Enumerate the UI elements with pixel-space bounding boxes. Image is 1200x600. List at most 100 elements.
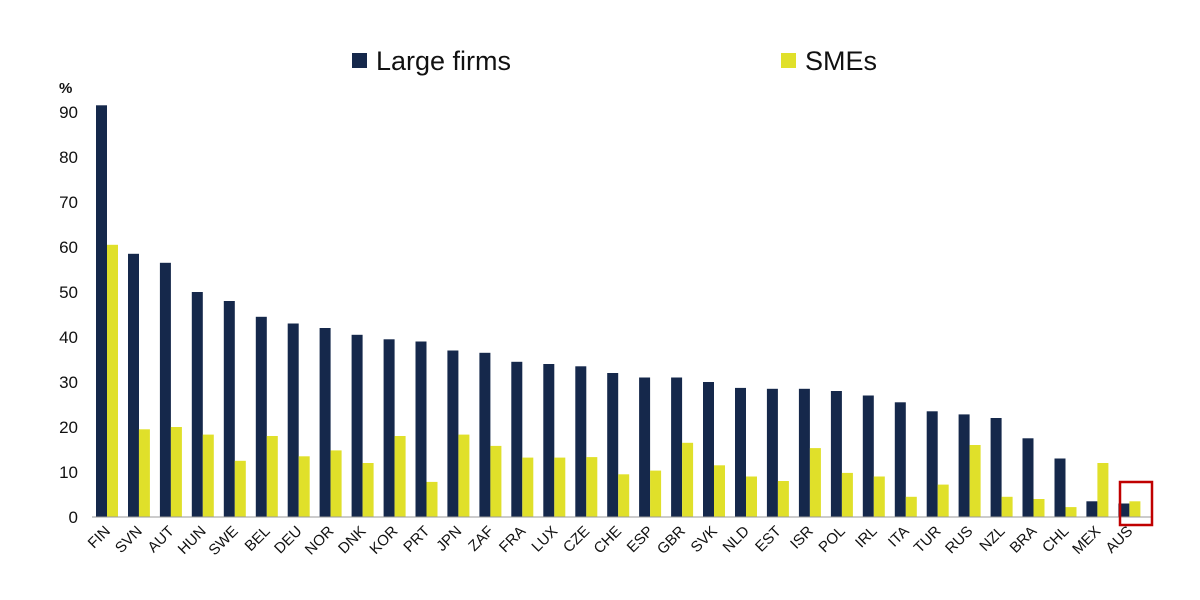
bar-smes-svk xyxy=(714,465,725,518)
x-tick-label: AUS xyxy=(1102,523,1136,557)
bar-smes-fin xyxy=(107,244,118,518)
bar-smes-deu xyxy=(298,456,310,518)
bar-large-firms-est xyxy=(766,388,778,518)
legend: Large firms SMEs xyxy=(352,46,877,76)
bar-large-firms-fin xyxy=(96,105,107,518)
bar-smes-aus xyxy=(1129,501,1141,518)
bar-smes-dnk xyxy=(362,463,374,517)
x-tick-label: CHE xyxy=(591,523,625,557)
y-tick-label: 80 xyxy=(59,148,78,167)
bar-smes-swe xyxy=(234,460,246,518)
x-tick-label: SVN xyxy=(112,523,146,557)
x-tick-label: BRA xyxy=(1006,523,1040,557)
legend-swatch-smes xyxy=(781,53,796,68)
bar-smes-isr xyxy=(809,448,821,517)
x-tick-label: AUT xyxy=(144,523,177,556)
y-tick-label: 90 xyxy=(59,103,78,122)
x-tick-label: ESP xyxy=(624,523,657,556)
bar-smes-nzl xyxy=(1001,496,1013,518)
bar-large-firms-zaf xyxy=(479,352,491,518)
bar-smes-prt xyxy=(426,481,438,517)
x-tick-label: KOR xyxy=(366,523,401,558)
y-tick-label: 0 xyxy=(69,508,78,527)
x-tick-label: LUX xyxy=(528,523,561,556)
x-tick-label: EST xyxy=(752,523,785,556)
bar-large-firms-prt xyxy=(415,341,427,517)
bar-smes-zaf xyxy=(490,445,502,517)
x-tick-label: DNK xyxy=(335,523,369,557)
bar-large-firms-mex xyxy=(1086,501,1098,518)
bar-smes-tur xyxy=(937,484,949,517)
y-tick-label: 30 xyxy=(59,373,78,392)
bar-smes-aut xyxy=(170,427,182,517)
bar-large-firms-gbr xyxy=(671,377,683,517)
bar-smes-svn xyxy=(138,429,150,518)
x-tick-label: RUS xyxy=(942,523,976,557)
bar-smes-esp xyxy=(650,470,662,517)
y-tick-label: 40 xyxy=(59,328,78,347)
bar-large-firms-bel xyxy=(255,316,267,518)
highlight-box xyxy=(1118,480,1154,527)
x-tick-label: ZAF xyxy=(465,523,497,555)
bar-large-firms-cze xyxy=(575,366,587,518)
y-tick-label: 70 xyxy=(59,193,78,212)
y-tick-label: 60 xyxy=(59,238,78,257)
x-tick-label: CZE xyxy=(560,523,593,556)
bar-smes-jpn xyxy=(458,434,470,517)
bar-large-firms-esp xyxy=(639,377,651,517)
legend-label-large-firms: Large firms xyxy=(376,46,511,76)
bar-smes-rus xyxy=(969,445,981,517)
bar-large-firms-aus xyxy=(1118,503,1130,517)
bar-large-firms-irl xyxy=(862,395,874,517)
bar-smes-kor xyxy=(394,436,406,517)
bar-large-firms-chl xyxy=(1054,458,1066,517)
bar-smes-est xyxy=(777,481,789,517)
bar-smes-nor xyxy=(330,450,342,517)
x-tick-label: HUN xyxy=(175,523,210,558)
x-tick-label: GBR xyxy=(654,523,689,558)
bar-large-firms-nzl xyxy=(990,418,1002,517)
x-tick-label: JPN xyxy=(433,523,465,555)
legend-swatch-large-firms xyxy=(352,53,367,68)
bar-large-firms-ita xyxy=(894,402,906,518)
bar-smes-cze xyxy=(586,457,598,517)
bar-smes-gbr xyxy=(682,442,694,518)
x-tick-label: MEX xyxy=(1069,523,1104,558)
bar-large-firms-fra xyxy=(511,361,523,518)
bar-large-firms-kor xyxy=(383,339,395,518)
x-tick-label: ISR xyxy=(787,523,817,553)
x-tick-label: POL xyxy=(815,523,848,556)
bar-smes-che xyxy=(618,474,630,518)
bar-smes-fra xyxy=(522,457,534,517)
y-tick-label: 20 xyxy=(59,418,78,437)
x-tick-label: NZL xyxy=(976,523,1008,555)
y-tick-label: 50 xyxy=(59,283,78,302)
x-tick-label: CHL xyxy=(1039,523,1072,556)
bar-large-firms-nor xyxy=(319,328,331,517)
bar-smes-pol xyxy=(841,472,853,517)
x-tick-label: FIN xyxy=(85,523,114,552)
bar-smes-hun xyxy=(202,434,214,517)
bar-large-firms-aut xyxy=(159,262,171,518)
bar-smes-chl xyxy=(1065,507,1077,517)
bar-large-firms-nld xyxy=(735,387,746,517)
bar-smes-irl xyxy=(873,476,885,517)
bar-smes-lux xyxy=(554,457,566,517)
x-tick-label: PRT xyxy=(400,523,433,556)
bar-large-firms-tur xyxy=(926,411,938,518)
bar-large-firms-deu xyxy=(287,323,299,517)
y-tick-label: 10 xyxy=(59,463,78,482)
bar-smes-ita xyxy=(905,496,917,518)
x-tick-label: FRA xyxy=(496,523,529,556)
bar-large-firms-svk xyxy=(703,382,714,517)
x-tick-label: TUR xyxy=(911,523,945,557)
bar-large-firms-hun xyxy=(191,292,203,517)
y-axis-ticks: 0 10 20 30 40 50 60 70 80 90 xyxy=(59,103,78,527)
x-tick-label: BEL xyxy=(242,523,274,555)
legend-label-smes: SMEs xyxy=(805,46,877,76)
x-tick-label: ITA xyxy=(885,523,913,551)
bar-large-firms-svn xyxy=(128,253,139,518)
x-tick-label: DEU xyxy=(271,523,305,557)
